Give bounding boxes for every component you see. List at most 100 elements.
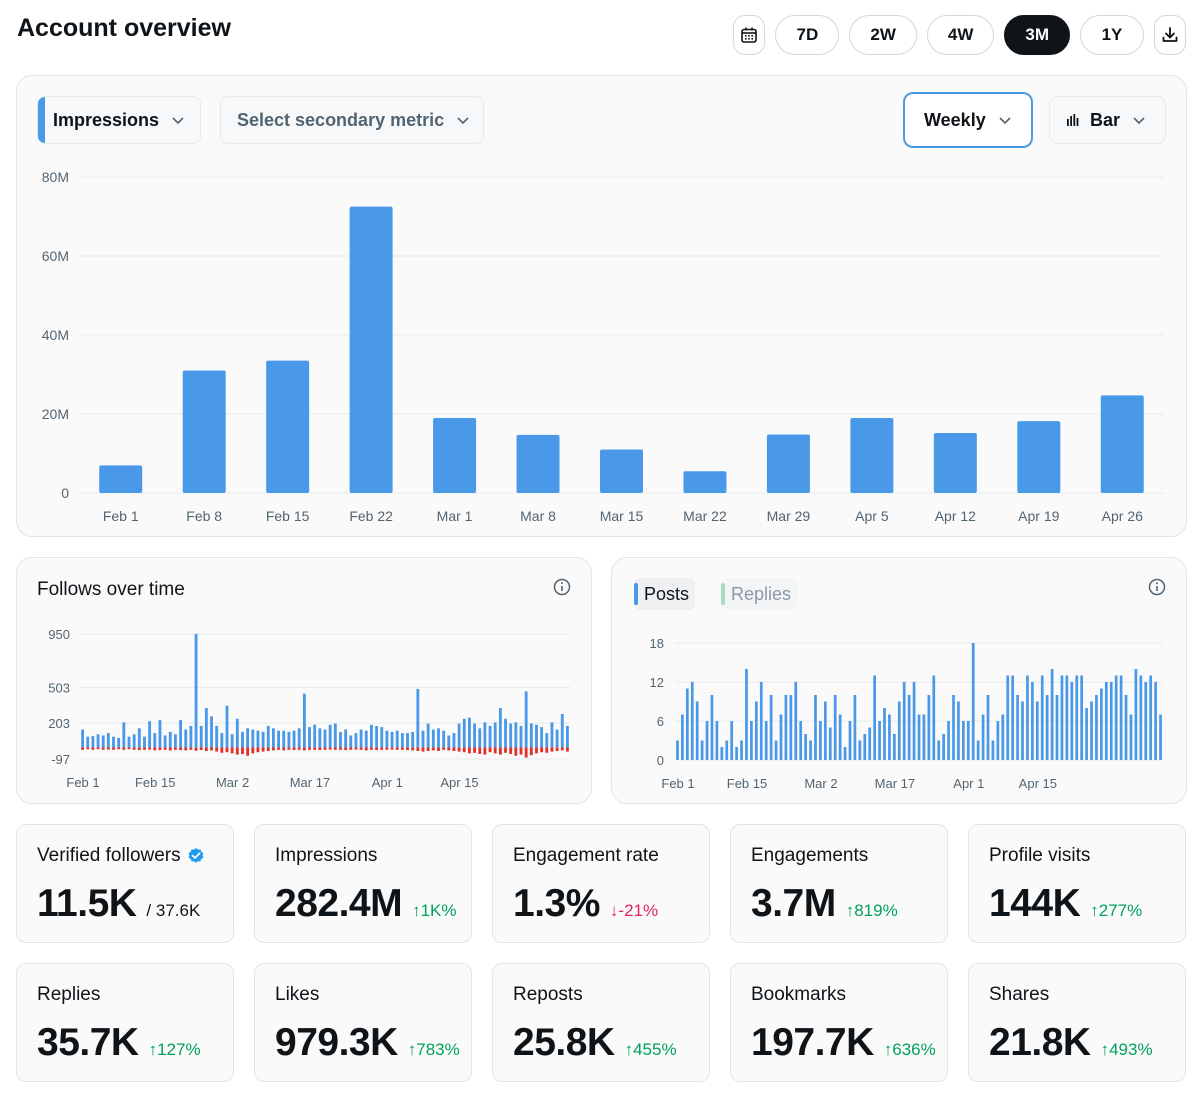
negative-bar[interactable]	[437, 747, 440, 752]
bar[interactable]	[272, 728, 275, 748]
bar[interactable]	[478, 728, 482, 748]
bar[interactable]	[182, 370, 226, 493]
negative-bar[interactable]	[153, 747, 157, 751]
bar[interactable]	[1139, 675, 1143, 761]
negative-bar[interactable]	[230, 747, 234, 754]
negative-bar[interactable]	[344, 747, 348, 751]
bar[interactable]	[540, 727, 544, 748]
bar[interactable]	[789, 695, 793, 760]
negative-bar[interactable]	[395, 747, 399, 750]
bar[interactable]	[364, 730, 368, 748]
negative-bar[interactable]	[91, 747, 95, 750]
bar[interactable]	[971, 643, 975, 760]
bar[interactable]	[385, 730, 389, 748]
negative-bar[interactable]	[483, 747, 487, 755]
bar[interactable]	[1109, 682, 1113, 760]
negative-bar[interactable]	[235, 747, 239, 755]
bar[interactable]	[863, 734, 867, 760]
negative-bar[interactable]	[468, 747, 471, 754]
bar[interactable]	[700, 740, 704, 761]
negative-bar[interactable]	[364, 747, 368, 751]
negative-bar[interactable]	[416, 747, 420, 752]
negative-bar[interactable]	[112, 747, 115, 750]
bar[interactable]	[519, 725, 523, 748]
calendar-button[interactable]	[733, 15, 766, 55]
bar[interactable]	[168, 731, 172, 748]
negative-bar[interactable]	[524, 747, 528, 758]
bar[interactable]	[560, 713, 564, 748]
negative-bar[interactable]	[220, 747, 224, 753]
info-icon[interactable]	[553, 578, 571, 596]
bar[interactable]	[174, 734, 177, 748]
bar[interactable]	[1065, 675, 1069, 761]
bar[interactable]	[220, 733, 224, 748]
negative-bar[interactable]	[519, 747, 523, 755]
bar[interactable]	[230, 734, 234, 748]
negative-bar[interactable]	[215, 747, 219, 752]
negative-bar[interactable]	[297, 747, 301, 750]
negative-bar[interactable]	[86, 747, 90, 750]
bar[interactable]	[966, 721, 970, 760]
bar[interactable]	[292, 730, 296, 748]
negative-bar[interactable]	[277, 747, 280, 750]
bar[interactable]	[416, 688, 420, 748]
bar[interactable]	[411, 731, 415, 748]
tab-replies[interactable]: Replies	[721, 578, 798, 610]
negative-bar[interactable]	[385, 747, 389, 750]
bar[interactable]	[194, 634, 198, 748]
bar[interactable]	[853, 695, 857, 760]
bar[interactable]	[848, 721, 852, 760]
bar[interactable]	[917, 714, 921, 761]
negative-bar[interactable]	[163, 747, 167, 750]
bar[interactable]	[241, 731, 244, 748]
bar[interactable]	[375, 725, 378, 748]
bar[interactable]	[996, 721, 1000, 760]
bar[interactable]	[735, 747, 738, 760]
bar[interactable]	[1114, 675, 1118, 761]
bar[interactable]	[976, 740, 980, 761]
negative-bar[interactable]	[462, 747, 466, 753]
negative-bar[interactable]	[509, 747, 513, 754]
bar[interactable]	[1100, 395, 1144, 493]
bar[interactable]	[942, 734, 946, 760]
bar[interactable]	[390, 731, 394, 748]
interval-dropdown[interactable]: Weekly	[903, 92, 1033, 148]
negative-bar[interactable]	[256, 747, 260, 753]
bar[interactable]	[730, 721, 734, 760]
negative-bar[interactable]	[246, 747, 250, 756]
bar[interactable]	[740, 740, 743, 761]
bar[interactable]	[1149, 675, 1153, 761]
metric-card-profile-visits[interactable]: Profile visits 144K ↑277%	[968, 824, 1186, 943]
bar[interactable]	[1001, 714, 1005, 761]
bar[interactable]	[468, 717, 471, 748]
negative-bar[interactable]	[323, 747, 327, 750]
bar[interactable]	[266, 360, 310, 493]
negative-bar[interactable]	[400, 747, 404, 750]
bar[interactable]	[932, 675, 936, 761]
bar[interactable]	[235, 718, 239, 748]
negative-bar[interactable]	[225, 747, 229, 753]
bar[interactable]	[349, 206, 393, 493]
bar[interactable]	[1119, 675, 1123, 761]
bar[interactable]	[902, 682, 906, 760]
secondary-metric-dropdown[interactable]: Select secondary metric	[220, 96, 484, 144]
bar[interactable]	[225, 705, 229, 748]
negative-bar[interactable]	[328, 747, 332, 750]
bar[interactable]	[1154, 682, 1157, 760]
negative-bar[interactable]	[143, 747, 146, 750]
bar[interactable]	[1090, 701, 1093, 761]
negative-bar[interactable]	[498, 747, 502, 755]
negative-bar[interactable]	[452, 747, 456, 752]
bar[interactable]	[1031, 682, 1034, 760]
bar[interactable]	[937, 740, 941, 761]
bar[interactable]	[117, 737, 121, 748]
negative-bar[interactable]	[375, 747, 378, 751]
negative-bar[interactable]	[261, 747, 265, 752]
negative-bar[interactable]	[560, 747, 564, 751]
bar[interactable]	[833, 695, 837, 760]
bar[interactable]	[158, 719, 162, 748]
bar[interactable]	[370, 724, 373, 748]
bar[interactable]	[529, 723, 533, 748]
bar[interactable]	[96, 734, 100, 748]
bar[interactable]	[457, 723, 461, 748]
